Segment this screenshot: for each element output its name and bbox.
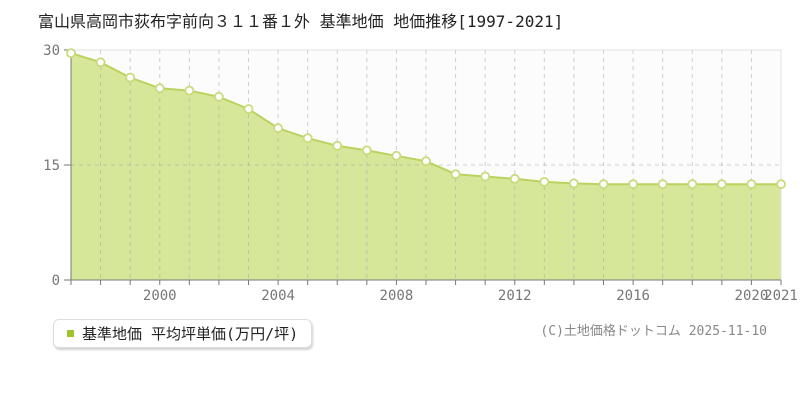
- data-point: [213, 91, 224, 102]
- copyright-text: (C)土地価格ドットコム 2025-11-10: [540, 324, 767, 339]
- data-point: [480, 171, 491, 182]
- data-point: [421, 156, 431, 167]
- data-point: [687, 179, 698, 190]
- data-point: [539, 176, 550, 187]
- data-point: [569, 178, 579, 189]
- y-tick-label: 0: [52, 273, 60, 289]
- data-point: [154, 83, 165, 94]
- data-point: [657, 179, 668, 190]
- data-point: [628, 179, 638, 190]
- x-tick-label: 2021: [764, 288, 798, 304]
- x-tick-label: 2020: [735, 288, 769, 304]
- data-point: [184, 85, 195, 96]
- data-point: [95, 57, 106, 68]
- data-point: [125, 72, 136, 83]
- data-point: [332, 140, 343, 151]
- legend-label: 基準地価 平均坪単価(万円/坪): [82, 325, 299, 343]
- y-tick-label: 15: [43, 158, 60, 174]
- y-tick-label: 30: [43, 43, 60, 59]
- x-tick-label: 2008: [380, 288, 414, 304]
- data-point: [509, 173, 520, 184]
- data-point: [243, 104, 254, 114]
- x-tick-label: 2000: [143, 288, 177, 304]
- series-marker-icon: [67, 330, 74, 337]
- data-point: [391, 150, 402, 161]
- chart-title: 富山県高岡市荻布字前向３１１番１外 基準地価 地価推移[1997-2021]: [38, 12, 564, 31]
- data-point: [776, 179, 786, 190]
- data-point: [66, 48, 76, 58]
- data-point: [361, 145, 372, 156]
- data-point: [302, 133, 313, 144]
- data-point: [450, 169, 461, 180]
- x-tick-label: 2004: [261, 288, 295, 304]
- legend: 基準地価 平均坪単価(万円/坪): [53, 319, 313, 348]
- data-point: [716, 179, 727, 190]
- data-point: [273, 123, 284, 134]
- data-point: [746, 179, 757, 190]
- x-tick-label: 2016: [616, 288, 650, 304]
- data-point: [598, 179, 609, 190]
- x-tick-label: 2012: [498, 288, 532, 304]
